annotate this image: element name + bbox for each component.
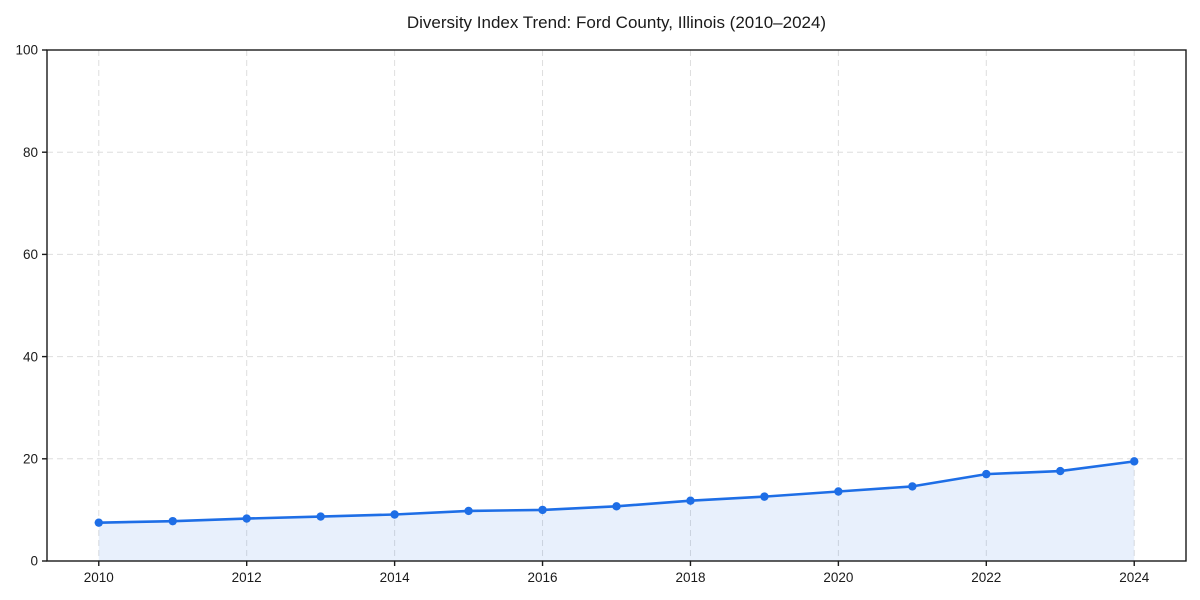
x-tick-label-2020: 2020 (823, 570, 853, 585)
data-point-2022 (982, 469, 991, 479)
y-tick-label-0: 0 (30, 554, 38, 569)
x-tick-label-2010: 2010 (84, 570, 114, 585)
data-point-2023 (1056, 466, 1065, 476)
data-point-2017 (612, 502, 621, 511)
data-point-2013 (316, 512, 325, 521)
plot-border (46, 49, 1187, 562)
x-tick-label-2024: 2024 (1119, 570, 1150, 585)
data-point-2024 (1130, 457, 1139, 466)
x-tick-label-2014: 2014 (380, 570, 411, 585)
x-tick-label-2022: 2022 (971, 570, 1001, 585)
data-point-2020 (834, 487, 843, 496)
data-point-2010 (94, 518, 103, 527)
data-point-2014 (390, 510, 399, 519)
y-tick-label-100: 100 (15, 43, 38, 58)
data-point-2015 (464, 506, 473, 516)
data-point-2012 (242, 514, 251, 523)
y-tick-label-60: 60 (23, 247, 38, 262)
x-tick-label-2012: 2012 (232, 570, 262, 585)
x-tick-label-2018: 2018 (675, 570, 705, 585)
data-point-2018 (686, 496, 695, 505)
y-tick-label-40: 40 (23, 349, 38, 364)
chart-title: Diversity Index Trend: Ford County, Illi… (406, 13, 827, 32)
series-area-fill (98, 461, 1135, 561)
data-point-2011 (168, 516, 177, 526)
x-tick-label-2016: 2016 (528, 570, 558, 585)
data-point-2016 (538, 505, 547, 515)
y-tick-label-20: 20 (23, 452, 38, 467)
data-point-2019 (760, 492, 769, 501)
data-point-2021 (908, 482, 917, 491)
y-tick-label-80: 80 (23, 145, 38, 160)
